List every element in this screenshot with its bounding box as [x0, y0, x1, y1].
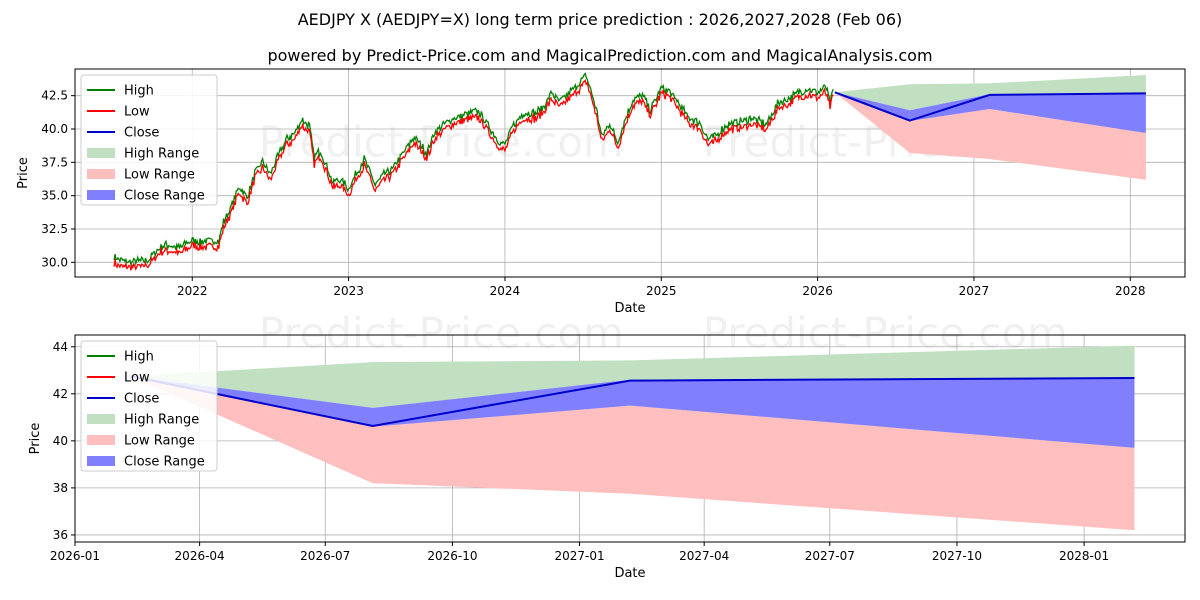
legend-swatch-patch [87, 190, 115, 200]
plot-frame [74, 334, 1186, 543]
low-history-line [113, 78, 834, 272]
legend-label: Low [124, 371, 150, 386]
x-axis-label: Date [614, 301, 645, 316]
close-forecast-line [130, 375, 1135, 428]
legend-label: High [124, 84, 154, 99]
x-tick-label: 2026-10 [427, 549, 477, 563]
x-tick-label: 2027 [959, 284, 990, 298]
x-tick-label: 2027-10 [932, 549, 982, 563]
y-tick-label: 42 [53, 387, 68, 401]
x-tick-label: 2026 [802, 284, 833, 298]
x-tick-label: 2027-04 [679, 549, 729, 563]
y-axis-label: Price [16, 157, 31, 189]
legend-swatch-patch [87, 456, 115, 466]
legend-swatch-patch [87, 169, 115, 179]
x-tick-label: 2022 [177, 284, 208, 298]
y-tick-label: 38 [53, 481, 68, 495]
watermark-text: Predict-Price.com [259, 309, 624, 358]
y-tick-label: 30.0 [41, 255, 68, 269]
high-history-line [113, 72, 834, 267]
plot-frame [74, 68, 1186, 278]
y-tick-label: 42.5 [41, 89, 68, 103]
y-tick-label: 32.5 [41, 222, 68, 236]
high-range-band [130, 345, 1135, 408]
chart-title: AEDJPY X (AEDJPY=X) long term price pred… [298, 10, 903, 29]
y-tick-label: 40.0 [41, 122, 68, 136]
legend-label: Close Range [124, 189, 205, 204]
y-axis-label: Price [28, 423, 43, 455]
x-tick-label: 2024 [490, 284, 521, 298]
legend-swatch-patch [87, 414, 115, 424]
legend-label: High Range [124, 413, 199, 428]
y-tick-label: 35.0 [41, 189, 68, 203]
y-tick-label: 36 [53, 528, 68, 542]
x-tick-label: 2028-01 [1059, 549, 1109, 563]
x-tick-label: 2026-07 [300, 549, 350, 563]
legend-label: Low [124, 105, 150, 120]
x-tick-label: 2026-04 [175, 549, 225, 563]
legend-label: Close [124, 392, 159, 407]
y-tick-label: 40 [53, 434, 68, 448]
chart-subtitle: powered by Predict-Price.com and Magical… [267, 46, 932, 65]
legend-swatch-patch [87, 148, 115, 158]
x-tick-label: 2026-01 [50, 549, 100, 563]
close-range-band [130, 376, 1135, 448]
x-tick-label: 2027-07 [805, 549, 855, 563]
legend-label: High Range [124, 147, 199, 162]
plot-forecast-zoom: Predict-Price.comPredict-Price.com2026-0… [28, 334, 1186, 581]
close-range-band [834, 92, 1146, 133]
low-range-band [130, 376, 1135, 531]
x-tick-label: 2028 [1115, 284, 1146, 298]
legend-label: Low Range [124, 434, 195, 449]
low-range-band [834, 92, 1146, 180]
legend-label: High [124, 350, 154, 365]
close-forecast-line [834, 91, 1146, 122]
x-tick-label: 2027-01 [554, 549, 604, 563]
plot-history-forecast: Predict-Price.com Predict-Price.comPredic… [16, 68, 1186, 358]
legend-label: Low Range [124, 168, 195, 183]
x-axis-label: Date [614, 566, 645, 581]
x-tick-label: 2023 [333, 284, 364, 298]
y-tick-label: 44 [53, 340, 68, 354]
x-tick-label: 2025 [646, 284, 677, 298]
legend-swatch-patch [87, 435, 115, 445]
high-range-band [834, 75, 1146, 111]
legend-label: Close [124, 126, 159, 141]
y-tick-label: 37.5 [41, 155, 68, 169]
legend-label: Close Range [124, 455, 205, 470]
